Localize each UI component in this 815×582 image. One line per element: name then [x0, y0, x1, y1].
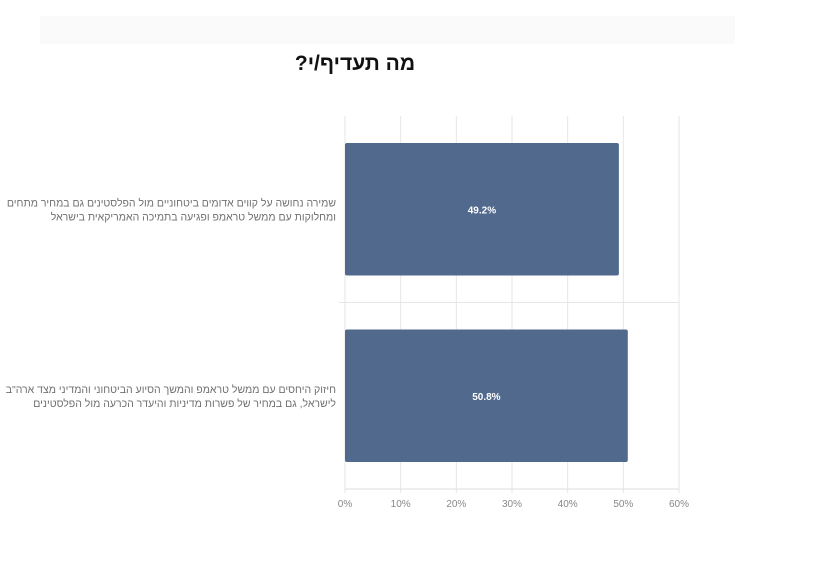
- category-label-2: חיזוק היחסים עם ממשל טראמפ והמשך הסיוע ה…: [6, 384, 336, 396]
- bar-2: [345, 329, 628, 462]
- category-label-2: לישראל, גם במחיר של פשרות מדיניות והיעדר…: [33, 398, 336, 410]
- bar-1: [345, 143, 619, 276]
- tick-label-40: 40%: [558, 499, 578, 510]
- tick-label-0: 0%: [338, 499, 353, 510]
- data-label-1: 49.2%: [468, 205, 496, 216]
- tick-label-50: 50%: [613, 499, 633, 510]
- tick-label-60: 60%: [669, 499, 689, 510]
- header-band: [40, 16, 735, 44]
- tick-label-20: 20%: [446, 499, 466, 510]
- data-label-2: 50.8%: [472, 392, 500, 403]
- category-label-1: ומחלוקות עם ממשל טראמפ ופגיעה בתמיכה האמ…: [51, 211, 336, 223]
- tick-label-10: 10%: [391, 499, 411, 510]
- category-label-1: שמירה נחושה על קווים אדומים ביטחוניים מו…: [7, 197, 336, 209]
- tick-label-30: 30%: [502, 499, 522, 510]
- chart-title: מה תעדיף/י?: [294, 52, 416, 75]
